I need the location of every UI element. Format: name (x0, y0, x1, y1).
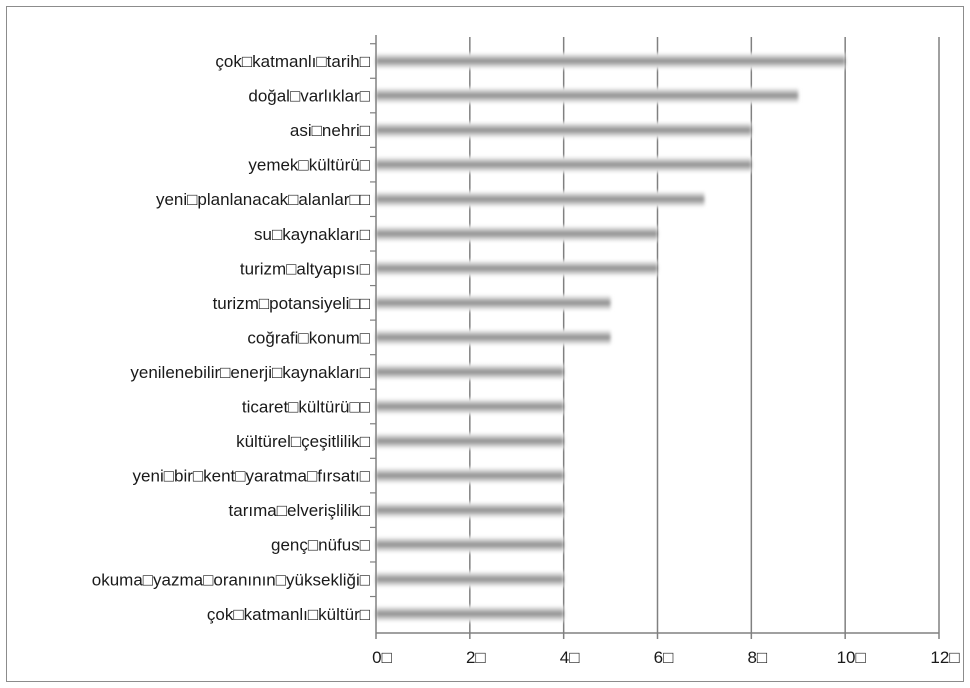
x-tick-label: 2□ (466, 648, 486, 667)
bar (376, 122, 752, 139)
bar-chart: çok□katmanlı□tarih□ doğal□varlıklar□ asi□n… (92, 35, 960, 667)
x-tick-labels: 0□ 2□ 4□ 6□ 8□ 10□ 12□ (372, 648, 959, 667)
bar (376, 571, 564, 588)
x-tick-label: 6□ (654, 648, 674, 667)
category-labels: çok□katmanlı□tarih□ doğal□varlıklar□ asi□n… (92, 52, 370, 624)
category-label: turizm□altyapısı□ (240, 259, 370, 278)
bar (376, 225, 658, 242)
bar (376, 53, 846, 69)
bar (376, 156, 752, 173)
category-label: yemek□kültürü□ (248, 156, 370, 175)
category-label: yeni□bir□kent□yaratma□fırsatı□ (133, 467, 370, 486)
category-label: coğrafi□konum□ (247, 328, 370, 347)
x-tick-label: 8□ (747, 648, 767, 667)
category-label: yeni□planlanacak□alanlar□□ (156, 190, 370, 209)
bar (376, 467, 564, 484)
bar (376, 191, 705, 208)
bar (376, 363, 564, 380)
bar (376, 294, 611, 311)
category-label: doğal□varlıklar□ (248, 87, 370, 106)
bars (376, 53, 846, 622)
x-tick-label: 10□ (837, 648, 866, 667)
category-label: kültürel□çeşitlilik□ (236, 432, 370, 451)
category-label: asi□nehri□ (290, 121, 370, 140)
axes (370, 35, 940, 639)
category-label: ticaret□kültürü□□ (242, 398, 370, 417)
category-label: okuma□yazma□oranının□yüksekliği□ (92, 570, 370, 589)
bar (376, 502, 564, 519)
x-tick-label: 0□ (372, 648, 392, 667)
category-label: genç□nüfus□ (271, 536, 370, 555)
bar (376, 433, 564, 450)
bar (376, 260, 658, 277)
bar (376, 536, 564, 553)
category-label: su□kaynakları□ (254, 225, 370, 244)
category-label: tarıma□elverişlilik□ (229, 501, 370, 520)
bar (376, 398, 564, 415)
bar (376, 605, 564, 622)
bar (376, 329, 611, 346)
category-label: çok□katmanlı□kültür□ (207, 605, 370, 624)
x-tick-label: 4□ (560, 648, 580, 667)
bar (376, 87, 799, 104)
chart-frame: çok□katmanlı□tarih□ doğal□varlıklar□ asi□n… (6, 6, 964, 682)
category-label: turizm□potansiyeli□□ (213, 294, 370, 313)
x-tick-label: 12□ (930, 648, 959, 667)
category-label: yenilenebilir□enerji□kaynakları□ (130, 363, 370, 382)
category-label: çok□katmanlı□tarih□ (215, 52, 370, 71)
